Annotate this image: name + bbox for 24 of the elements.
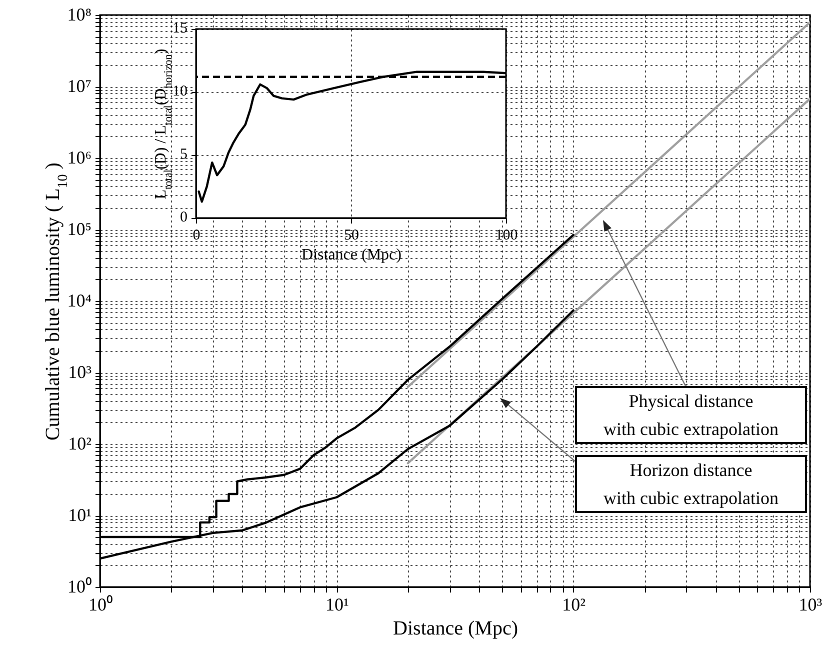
y-tick-label: 0 xyxy=(180,210,188,226)
x-tick-label: 0 xyxy=(192,228,200,244)
x-axis-title: Distance (Mpc) xyxy=(302,246,402,264)
x-tick-label: 10³ xyxy=(798,594,823,614)
y-tick-label: 10³ xyxy=(68,362,92,382)
y-tick-label: 10⁶ xyxy=(67,148,92,168)
x-axis-title: Distance (Mpc) xyxy=(393,618,518,640)
y-tick-label: 10² xyxy=(68,434,92,454)
x-tick-label: 10¹ xyxy=(325,594,349,614)
y-tick-label: 10¹ xyxy=(68,505,92,525)
annotation: Horizon distance with cubic extrapolation xyxy=(604,460,778,508)
x-tick-label: 50 xyxy=(344,228,359,244)
x-tick-label: 10⁰ xyxy=(88,594,112,614)
x-tick-label: 10² xyxy=(562,594,586,614)
y-tick-label: 5 xyxy=(180,146,188,163)
y-tick-label: 10⁷ xyxy=(67,76,92,96)
y-tick-label: 10⁴ xyxy=(67,290,92,310)
y-tick-label: 10 xyxy=(172,84,188,100)
x-tick-label: 100 xyxy=(495,228,518,244)
annotation: Physical distance with cubic extrapolation xyxy=(604,391,778,439)
y-tick-label: 15 xyxy=(172,20,188,37)
y-tick-label: 10⁵ xyxy=(67,219,92,239)
y-tick-label: 10⁸ xyxy=(67,4,92,24)
y-tick-label: 10⁰ xyxy=(68,576,92,596)
